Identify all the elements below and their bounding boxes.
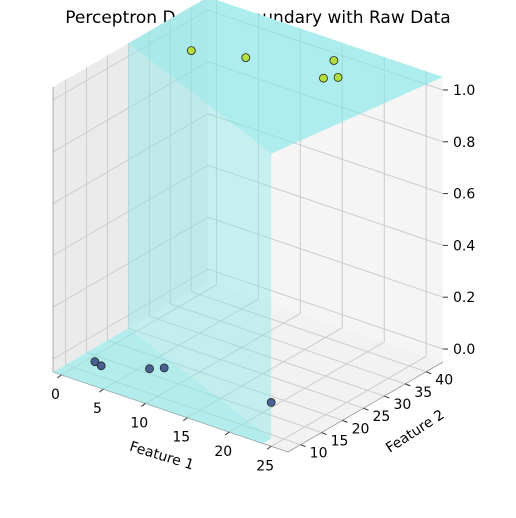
data-point [242,54,250,62]
data-point [267,398,275,406]
y-tick-mark [363,408,368,410]
y-tick-label: 35 [414,385,432,401]
x-tick-label: 0 [51,387,60,403]
x-tick-label: 25 [256,458,274,474]
data-point [146,365,154,373]
data-point [334,73,342,81]
y-tick-label: 40 [435,373,453,389]
z-tick-label: 1.0 [453,83,475,99]
x-tick-label: 15 [172,430,190,446]
y-tick-mark [322,433,327,435]
x-tick-mark [183,418,187,421]
y-tick-label: 20 [352,421,370,437]
z-tick-label: 0.8 [453,135,475,151]
z-tick-label: 0.2 [453,290,475,306]
x-tick-mark [99,389,103,392]
y-tick-mark [301,445,306,447]
data-point [330,57,338,65]
y-tick-label: 15 [331,434,349,450]
z-tick-label: 0.4 [453,238,475,254]
x-tick-label: 10 [130,415,148,431]
y-tick-mark [342,420,347,422]
y-tick-mark [405,384,410,386]
x-tick-mark [57,375,61,378]
x-tick-label: 20 [214,444,232,460]
y-tick-label: 30 [393,397,411,413]
z-tick-label: 0.0 [453,342,475,358]
data-point [97,362,105,370]
x-tick-mark [225,432,229,435]
y-axis-label: Feature 2 [383,407,447,457]
x-tick-label: 5 [93,401,102,417]
z-tick-label: 0.6 [453,187,475,203]
y-tick-mark [384,396,389,398]
data-point [160,364,168,372]
data-point [320,74,328,82]
x-tick-mark [141,403,145,406]
y-tick-label: 10 [310,446,328,462]
data-point [187,47,195,55]
x-tick-mark [267,446,271,449]
y-tick-label: 25 [372,409,390,425]
y-tick-mark [426,372,431,374]
